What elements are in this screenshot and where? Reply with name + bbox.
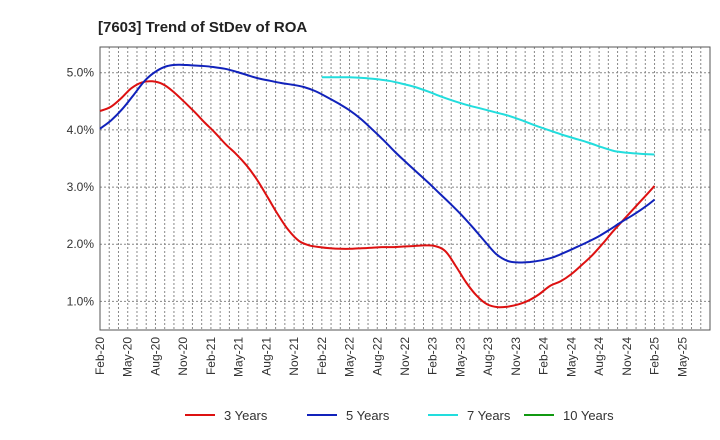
y-tick-label: 4.0% <box>67 123 95 137</box>
legend-label-5-years: 5 Years <box>346 408 390 423</box>
x-tick-label: Nov-21 <box>287 337 301 376</box>
x-tick-label: May-20 <box>121 337 135 377</box>
series-line-7-years <box>321 76 655 156</box>
legend-label-3-years: 3 Years <box>224 408 268 423</box>
y-tick-label: 2.0% <box>67 237 95 251</box>
x-tick-label: Feb-21 <box>204 337 218 375</box>
y-tick-label: 1.0% <box>67 294 95 308</box>
x-tick-label: Feb-23 <box>426 337 440 375</box>
x-tick-label: Nov-20 <box>176 337 190 376</box>
x-tick-label: Nov-24 <box>620 337 634 376</box>
grid-lines <box>99 47 711 330</box>
x-tick-label: May-22 <box>343 337 357 377</box>
x-tick-label: Feb-20 <box>93 337 107 375</box>
chart-title: [7603] Trend of StDev of ROA <box>98 19 307 36</box>
x-tick-label: Aug-24 <box>592 337 606 376</box>
x-tick-label: May-25 <box>675 337 689 377</box>
x-tick-label: May-21 <box>232 337 246 377</box>
legend: 3 Years 5 Years 7 Years 10 Years <box>185 408 614 423</box>
x-tick-label: Feb-22 <box>315 337 329 375</box>
y-tick-label: 3.0% <box>67 180 95 194</box>
plot-area-frame <box>99 46 711 331</box>
x-tick-label: Aug-20 <box>148 337 162 376</box>
x-tick-label: Nov-22 <box>398 337 412 376</box>
series-line-3-years <box>99 80 656 309</box>
y-tick-label: 5.0% <box>67 66 95 80</box>
legend-label-10-years: 10 Years <box>563 408 614 423</box>
x-tick-label: May-23 <box>453 337 467 377</box>
series-lines <box>99 63 656 309</box>
x-tick-label: Nov-23 <box>509 337 523 376</box>
x-tick-label: Feb-24 <box>537 337 551 375</box>
series-line-5-years <box>99 63 656 264</box>
x-tick-label: Aug-22 <box>370 337 384 376</box>
legend-label-7-years: 7 Years <box>467 408 511 423</box>
x-tick-label: May-24 <box>564 337 578 377</box>
x-tick-label: Aug-21 <box>259 337 273 376</box>
x-tick-label: Feb-25 <box>648 337 662 375</box>
y-axis-ticks: 1.0% 2.0% 3.0% 4.0% 5.0% <box>67 66 95 309</box>
x-axis-ticks: Feb-20 May-20 Aug-20 Nov-20 Feb-21 May-21 Aug-… <box>93 337 689 377</box>
x-tick-label: Aug-23 <box>481 337 495 376</box>
